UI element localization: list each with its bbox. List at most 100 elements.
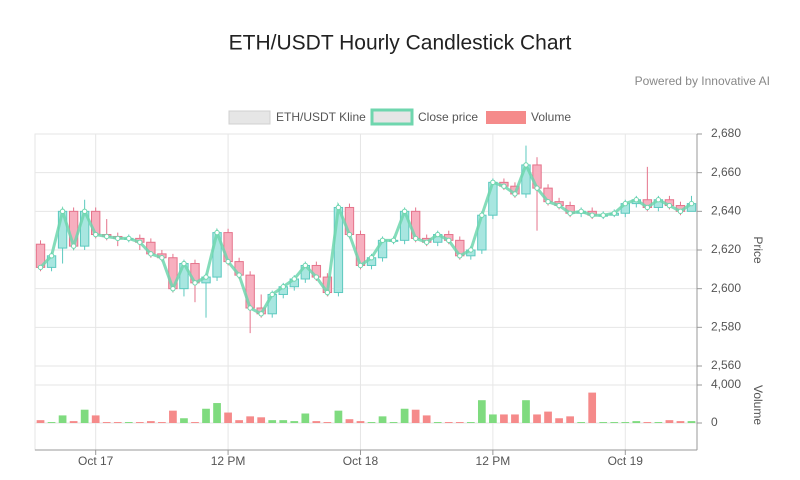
volume-bar [312,421,321,423]
close-point [644,204,651,211]
close-point [368,255,375,261]
close-point [534,185,540,191]
volume-bar [135,422,144,423]
volume-bar [91,415,100,423]
x-tick-label: 12 PM [476,454,511,468]
close-point [203,274,209,280]
close-point [677,208,684,215]
close-point [269,291,275,298]
volume-bar [411,409,420,423]
close-point [379,237,386,244]
close-point [446,237,452,244]
x-tick-label: Oct 18 [343,454,379,468]
volume-bar [367,422,376,423]
volume-bar [665,420,674,423]
close-point [589,212,595,218]
volume-bar [47,422,56,423]
volume-bar [102,422,111,423]
volume-bar [610,422,619,423]
volume-bar [290,421,299,423]
y-axis-title: Price [751,236,765,264]
close-point [457,253,463,259]
close-point [280,284,286,290]
close-point [236,272,242,278]
y-tick-label: 2,680 [711,126,741,140]
y-tick-label: 2,560 [711,358,741,372]
volume-bar [158,422,166,423]
volume-bar [124,422,133,423]
volume-bar [146,421,155,423]
volume-bar [632,421,641,423]
volume-bar [621,422,630,423]
close-point [479,212,485,218]
volume-bar [433,422,442,423]
volume-bar [566,416,574,423]
volume-bar [80,409,89,423]
y-tick-label: 2,600 [711,281,741,295]
volume-bar [400,408,409,423]
volume-bar [235,420,243,423]
y-tick-label: 2,660 [711,165,741,179]
close-point [501,183,507,189]
volume-bar [224,412,232,423]
volume-bar [477,400,486,423]
close-point [214,229,220,236]
legend-label: ETH/USDT Kline [276,110,366,124]
y-tick-label: 2,580 [711,320,741,334]
volume-bar [588,392,597,423]
close-point [556,202,562,209]
volume-bar [444,422,453,423]
volume-bar [334,410,343,423]
legend-swatch [370,108,414,126]
close-point [688,200,695,207]
close-point [104,233,110,240]
volume-bar [301,413,310,423]
close-point [490,179,496,186]
y2-axis-title: Volume [751,385,765,425]
legend-swatch [228,110,271,125]
legend-swatch [486,111,526,124]
close-point [423,239,430,245]
volume-bar [533,414,541,423]
volume-bar [113,422,122,423]
volume-bar [544,411,552,423]
legend-label: Close price [418,110,478,124]
plot-border [34,133,698,451]
y2-tick-label: 0 [711,415,718,429]
volume-bar [654,422,663,423]
volume-bar [643,422,652,423]
volume-bar [202,408,210,423]
close-point [92,231,99,238]
volume-bar [268,420,277,423]
chart-subtitle: Powered by Innovative AI [635,74,770,88]
volume-bar [323,422,332,423]
close-point [48,253,55,259]
close-point [137,239,143,245]
close-point [148,251,154,257]
volume-bar [599,422,608,423]
close-point [666,202,673,209]
volume-bar [246,416,255,423]
close-point [225,258,231,265]
volume-bar [257,417,266,423]
x-tick-label: Oct 17 [78,454,114,468]
y-tick-label: 2,620 [711,242,741,256]
y2-tick-label: 4,000 [711,377,741,391]
volume-bar [555,418,563,423]
volume-bar [213,403,221,423]
close-point [390,237,397,244]
close-point [170,285,176,292]
volume-bar [191,422,199,423]
close-point [37,264,44,271]
close-point [346,231,353,238]
close-point [655,197,662,203]
volume-bar [489,414,497,423]
close-point [115,235,121,242]
close-point [567,210,573,216]
close-point [622,200,628,207]
chart-title: ETH/USDT Hourly Candlestick Chart [229,32,572,55]
volume-bar [58,415,67,423]
volume-bar [180,418,188,423]
x-tick-label: 12 PM [211,454,246,468]
